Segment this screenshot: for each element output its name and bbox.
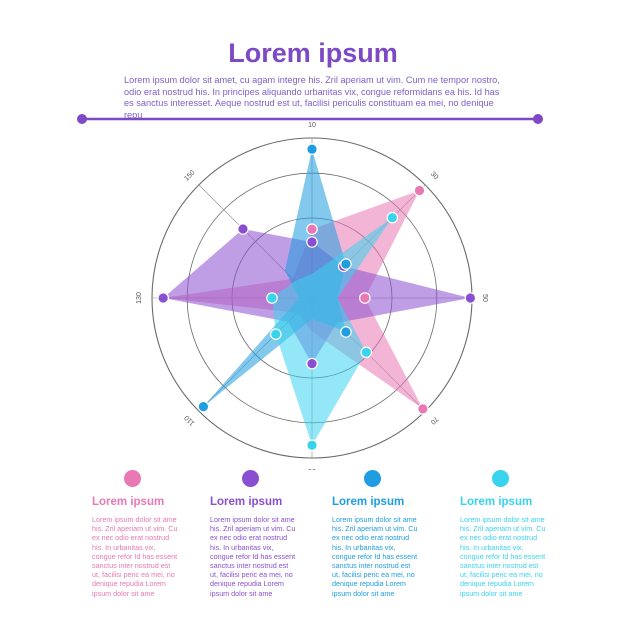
legend-title-4: Lorem ipsum <box>460 496 533 508</box>
series-2-point-5 <box>306 357 318 370</box>
axis-label-110: 110 <box>183 414 196 427</box>
legend-title-3: Lorem ipsum <box>332 496 405 508</box>
legend-title-2: Lorem ipsum <box>210 496 283 508</box>
legend-item-4: Lorem ipsum Lorem ipsum dolor sit ame hi… <box>460 470 580 598</box>
series-3-area <box>203 149 346 407</box>
series-1-point-1 <box>306 223 318 235</box>
legend-dot-1 <box>124 470 141 487</box>
legend-item-1: Lorem ipsum Lorem ipsum dolor sit ame hi… <box>92 470 212 598</box>
legend-text-2: Lorem ipsum dolor sit ame his. Zril aper… <box>210 515 296 598</box>
series-3-point-6 <box>197 400 210 413</box>
legend-item-3: Lorem ipsum Lorem ipsum dolor sit ame hi… <box>332 470 452 598</box>
radar-chart: 10 30 50 70 90 110 130 150 <box>136 122 488 470</box>
series-3-point-2 <box>340 258 352 270</box>
divider-right-dot <box>533 114 543 124</box>
radar-series <box>163 149 471 446</box>
axis-label-150: 150 <box>183 169 196 182</box>
legend-text-1: Lorem ipsum dolor sit ame his. Zril aper… <box>92 515 178 598</box>
series-1-point-3 <box>358 292 371 304</box>
series-4-point-6 <box>269 328 282 341</box>
series-2-point-7 <box>157 292 169 304</box>
legend-dot-3 <box>364 470 381 487</box>
series-2-point-1 <box>306 236 318 248</box>
radar-points <box>157 143 477 451</box>
series-4-point-7 <box>266 292 278 304</box>
series-4-point-4 <box>360 346 373 359</box>
legend-text-3: Lorem ipsum dolor sit ame his. Zril aper… <box>332 515 418 598</box>
series-2-point-8 <box>237 223 249 235</box>
legend-dot-2 <box>242 470 259 487</box>
axis-label-90: 90 <box>308 467 316 470</box>
legend-item-2: Lorem ipsum Lorem ipsum dolor sit ame hi… <box>210 470 330 598</box>
series-3-point-1 <box>306 143 318 155</box>
axis-label-50: 50 <box>481 294 488 302</box>
series-1-point-2 <box>413 184 426 197</box>
series-4-point-2 <box>386 211 399 224</box>
axis-label-130: 130 <box>136 292 143 304</box>
series-3-point-4 <box>340 326 352 338</box>
series-4-point-5 <box>306 439 318 451</box>
series-1-point-4 <box>417 403 429 415</box>
divider-left-dot <box>77 114 87 124</box>
axis-label-10: 10 <box>308 122 316 129</box>
series-4-area <box>272 217 393 446</box>
axis-label-70: 70 <box>429 415 440 426</box>
title-divider <box>77 114 543 124</box>
axis-label-30: 30 <box>429 171 440 182</box>
legend-dot-4 <box>492 470 509 487</box>
series-2-point-3 <box>464 292 477 304</box>
intro-paragraph: Lorem ipsum dolor sit amet, cu agam inte… <box>124 75 500 120</box>
legend-title-1: Lorem ipsum <box>92 496 165 508</box>
legend-text-4: Lorem ipsum dolor sit ame his. Zril aper… <box>460 515 546 598</box>
page-title: Lorem ipsum <box>228 38 398 68</box>
